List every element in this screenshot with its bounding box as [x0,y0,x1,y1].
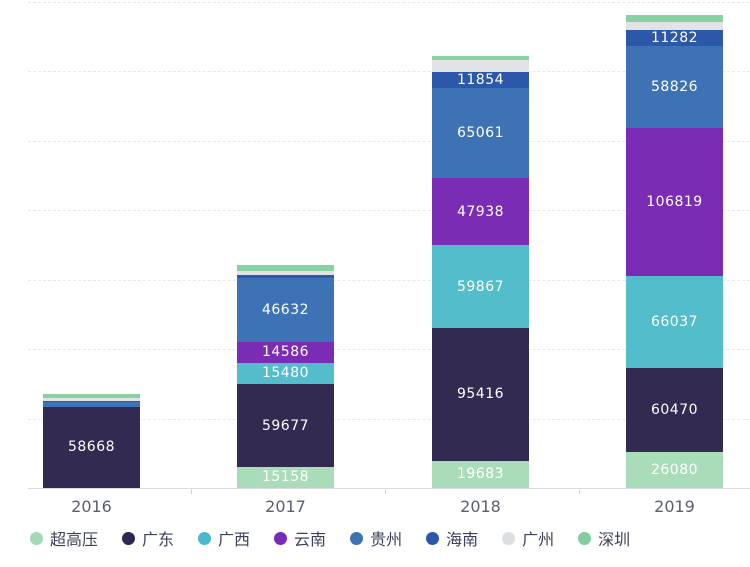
legend-item-label: 超高压 [50,530,99,549]
legend-item[interactable]: 广东 [122,526,174,550]
legend-swatch-icon [578,531,592,545]
bar-segment[interactable]: 66037 [626,276,723,368]
segment-value-label: 26080 [650,461,699,478]
legend-item-label: 云南 [294,530,327,549]
gridline [28,418,750,420]
legend-item-label: 深圳 [598,530,631,549]
segment-value-label: 47938 [456,203,505,220]
bar-segment[interactable]: 95416 [432,328,529,461]
segment-value-label: 65061 [456,125,505,142]
legend-swatch-icon [198,531,212,545]
bar-segment[interactable]: 15480 [237,362,334,385]
bar-segment[interactable] [237,271,334,276]
x-axis-line [28,488,750,489]
legend-item-label: 广西 [218,530,251,549]
bar-segment[interactable] [626,15,723,22]
bar-segment[interactable] [432,55,529,61]
legend-item-label: 广州 [522,530,555,549]
x-axis-category-label: 2019 [654,497,695,516]
bar-segment[interactable] [43,400,140,403]
bar-segment[interactable]: 59677 [237,384,334,467]
x-axis-category-label: 2017 [265,497,306,516]
bar-segment[interactable] [43,393,140,398]
segment-value-label: 59867 [456,278,505,295]
x-axis-tick [385,489,386,494]
legend-swatch-icon [274,531,288,545]
bar-segment[interactable] [43,402,140,407]
legend-item[interactable]: 云南 [274,526,326,550]
legend-item[interactable]: 超高压 [30,526,98,550]
legend-swatch-icon [350,531,364,545]
bar-segment[interactable]: 47938 [432,178,529,245]
legend-item-label: 贵州 [370,530,403,549]
legend-swatch-icon [122,531,136,545]
x-axis-tick [579,489,580,494]
segment-value-label: 11282 [650,30,699,47]
bar-segment[interactable]: 15158 [237,466,334,488]
bar-segment[interactable]: 59867 [432,244,529,329]
bar-segment[interactable]: 11282 [626,30,723,46]
bar-segment[interactable] [432,60,529,72]
legend-item-label: 广东 [142,530,175,549]
segment-value-label: 58668 [67,439,116,456]
segment-value-label: 46632 [261,301,310,318]
segment-value-label: 11854 [456,71,505,88]
segment-value-label: 58826 [650,78,699,95]
legend-item-label: 海南 [446,530,479,549]
x-axis-tick [191,489,192,494]
bar-segment[interactable]: 106819 [626,127,723,277]
bar-segment[interactable]: 60470 [626,367,723,452]
gridline [28,140,750,142]
legend-item[interactable]: 深圳 [578,526,630,550]
gridline [28,279,750,281]
legend-item[interactable]: 广西 [198,526,250,550]
bar-segment[interactable] [626,21,723,31]
segment-value-label: 59677 [261,417,310,434]
gridline [28,1,750,3]
legend-item[interactable]: 广州 [502,526,554,550]
segment-value-label: 106819 [646,193,703,210]
legend-swatch-icon [502,531,516,545]
bar-segment[interactable]: 19683 [432,460,529,488]
segment-value-label: 19683 [456,466,505,483]
bar-segment[interactable] [43,397,140,401]
legend-swatch-icon [426,531,440,545]
bar-segment[interactable]: 11854 [432,71,529,89]
bar-segment[interactable]: 58668 [43,406,140,488]
legend-item[interactable]: 贵州 [350,526,402,550]
segment-value-label: 60470 [650,401,699,418]
bar-segment[interactable]: 46632 [237,277,334,343]
x-axis-category-label: 2018 [460,497,501,516]
legend-item[interactable]: 海南 [426,526,478,550]
segment-value-label: 95416 [456,386,505,403]
segment-value-label: 15158 [261,469,310,486]
gridline [28,71,750,73]
bar-segment[interactable] [237,265,334,272]
segment-value-label: 15480 [261,365,310,382]
gridline [28,349,750,351]
segment-value-label: 66037 [650,313,699,330]
legend: 超高压 广东 广西 云南 贵州 海南 广州 深圳 [30,526,630,550]
x-axis-category-label: 2016 [71,497,112,516]
legend-swatch-icon [30,531,43,545]
bar-segment[interactable]: 58826 [626,46,723,128]
gridline [28,210,750,212]
bar-segment[interactable]: 65061 [432,88,529,179]
segment-value-label: 14586 [261,344,310,361]
bar-segment[interactable]: 14586 [237,342,334,363]
bar-segment[interactable] [237,275,334,278]
bar-segment[interactable]: 26080 [626,451,723,488]
